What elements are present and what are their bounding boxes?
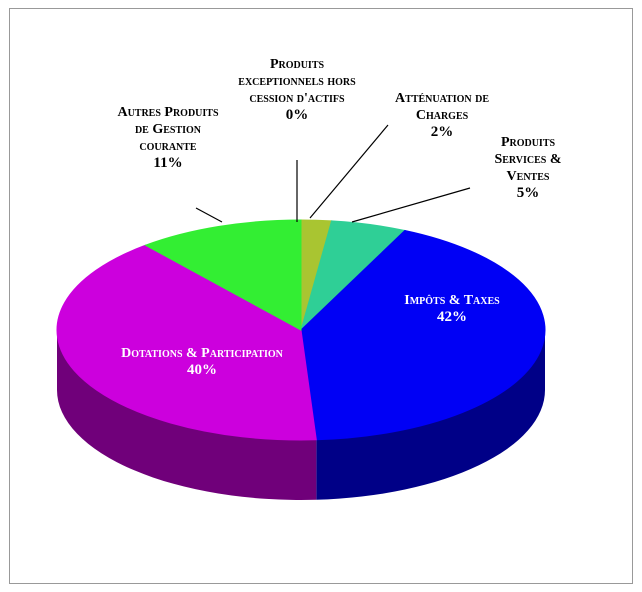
slice [300,229,546,441]
slice [144,219,302,331]
category-label: Dotations & Participation [121,346,283,361]
leader-line [195,207,223,223]
slice-label: Atténuation de Charges 2% [392,90,492,141]
value-label: 40% [187,362,217,378]
slice-label: Autres Produits de Gestion courante 11% [113,104,223,172]
category-label: Autres Produits de Gestion courante [117,105,219,154]
value-label: 2% [430,124,454,140]
category-label: Produits exceptionnels hors cession d'ac… [238,57,356,106]
slice-side [57,330,317,500]
value-label: 5% [516,185,540,201]
category-label: Impôts & Taxes [404,293,500,308]
slice-label: Produits Services & Ventes 5% [483,134,573,202]
leader-lines [195,124,471,223]
slice-label: Impôts & Taxes 42% [402,292,502,326]
leader-line [309,124,389,219]
leader-line [351,187,471,223]
pie-tops [56,219,546,441]
category-label: Atténuation de Charges [395,91,489,123]
value-label: 11% [153,155,183,171]
slice-label: Produits exceptionnels hors cession d'ac… [237,56,357,124]
value-label: 0% [285,107,309,123]
slice-label: Dotations & Participation 40% [52,345,352,379]
category-label: Produits Services & Ventes [494,135,562,184]
pie-sides [57,330,545,500]
value-label: 42% [437,309,467,325]
slice-side [316,330,545,500]
slice [56,244,317,441]
